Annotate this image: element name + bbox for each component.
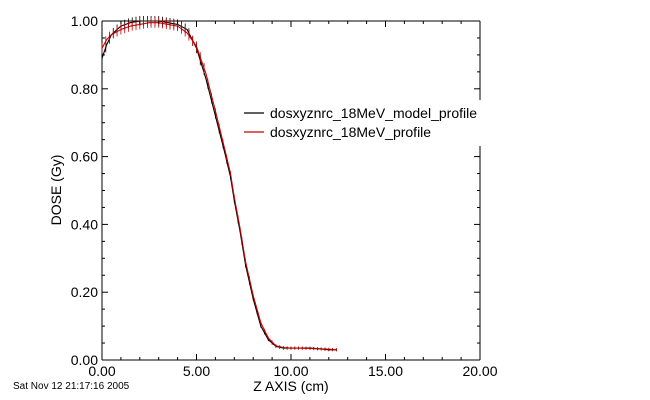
- y-axis-title: DOSE (Gy): [48, 155, 64, 226]
- y-tick-label: 0.40: [71, 216, 98, 232]
- axis-ticks: [101, 20, 481, 361]
- x-tick-label: 20.00: [462, 363, 497, 379]
- timestamp-footer: Sat Nov 12 21:17:16 2005: [13, 381, 130, 392]
- error-bars: [101, 16, 337, 352]
- y-tick-label: 0.60: [71, 149, 98, 165]
- x-axis-title: Z AXIS (cm): [253, 378, 328, 394]
- legend-label-model: dosxyznrc_18MeV_model_profile: [270, 105, 477, 121]
- series-line-model-profile: [101, 20, 337, 351]
- series-lines: [101, 20, 337, 351]
- x-tick-label: 5.00: [183, 363, 210, 379]
- x-tick-label: 15.00: [368, 363, 403, 379]
- legend: dosxyznrc_18MeV_model_profile dosxyznrc_…: [240, 100, 510, 146]
- plot-area: [101, 20, 481, 361]
- x-tick-label: 0.00: [88, 363, 115, 379]
- legend-background: [240, 100, 510, 146]
- y-tick-label: 0.20: [71, 284, 98, 300]
- legend-label-profile: dosxyznrc_18MeV_profile: [270, 124, 431, 140]
- y-tick-label: 0.00: [71, 352, 98, 368]
- series-line-profile: [101, 22, 337, 351]
- y-tick-label: 0.80: [71, 81, 98, 97]
- x-tick-label: 10.00: [273, 363, 308, 379]
- y-tick-label: 1.00: [71, 13, 98, 29]
- tick-labels: 0.00 5.00 10.00 15.00 20.00 0.00 0.20 0.40 0.60 0…: [71, 13, 498, 379]
